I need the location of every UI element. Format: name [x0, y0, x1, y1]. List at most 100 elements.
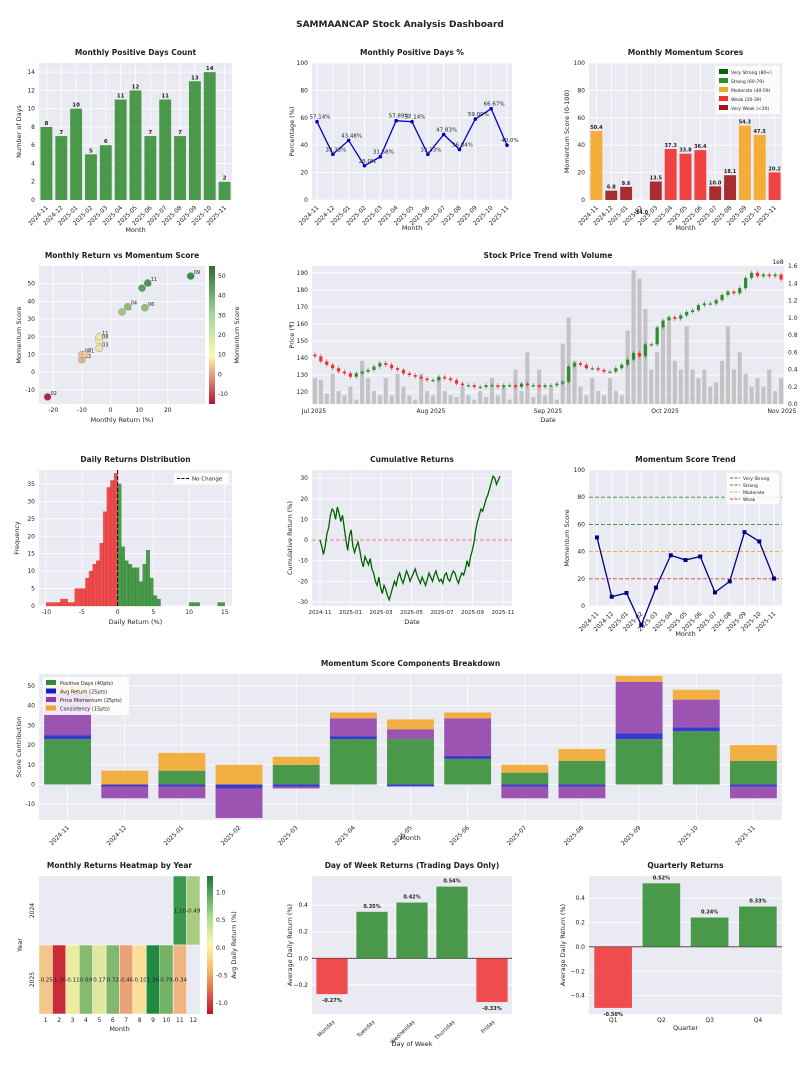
volume-bar — [407, 395, 412, 404]
x-tick-label: -10 — [41, 609, 51, 616]
stacked-segment — [158, 752, 206, 771]
legend-box — [43, 677, 129, 715]
x-tick-label: 10 — [135, 407, 143, 414]
volume-bar — [348, 386, 353, 404]
trend-marker — [668, 553, 673, 558]
volume-bar — [472, 399, 477, 404]
bar — [129, 90, 142, 200]
stacked-segment — [672, 731, 720, 785]
bar — [55, 136, 68, 200]
chart-title: Monthly Return vs Momentum Score — [45, 251, 199, 260]
bar — [594, 946, 632, 1008]
hist-bar-positive — [131, 567, 136, 607]
x-tick-label: 2025-11 — [734, 824, 757, 847]
scatter-point — [95, 344, 103, 352]
stacked-segment — [387, 719, 434, 730]
volume-bar — [531, 397, 536, 404]
x-tick-label: 2024-11 — [48, 824, 71, 847]
candle — [431, 380, 435, 382]
daily_dist-chart: Daily Returns Distribution 0 5 10 15 20 25 30 35… — [13, 455, 232, 626]
x-tick-label: 2 — [57, 1017, 61, 1024]
x-tick-label: Friday — [480, 1019, 497, 1036]
volume-bar — [684, 326, 689, 404]
x-tick-label: 2025-06 — [448, 824, 471, 847]
stacked-segment — [501, 764, 549, 773]
stacked-segment — [329, 712, 377, 719]
stacked-segment — [615, 739, 663, 785]
scatter-point — [138, 284, 146, 292]
stacked-segment — [215, 764, 263, 785]
point-label: 07 — [85, 348, 91, 354]
y2-tick-label: 1.2 — [788, 298, 798, 305]
x-axis-label: Month — [125, 226, 145, 234]
candle — [390, 364, 394, 369]
hist-bar-positive — [192, 602, 197, 607]
bar — [739, 906, 777, 947]
stacked-segment — [158, 784, 206, 787]
hist-bar-negative — [103, 511, 108, 607]
volume-bar — [548, 386, 554, 404]
y-tick-label: 35 — [27, 481, 35, 488]
candle — [502, 385, 506, 387]
data-label: 40.0% — [501, 138, 518, 144]
candle — [744, 277, 748, 289]
candle — [702, 303, 706, 306]
volume-bar — [360, 360, 365, 404]
y-tick-label: 10 — [27, 762, 35, 769]
data-label: 7 — [148, 130, 152, 136]
data-label: 25.0% — [359, 159, 376, 165]
candle — [631, 352, 636, 360]
cell-label: 0.72 — [107, 978, 119, 984]
y2-tick-label: 1.0 — [788, 315, 798, 322]
volume-bar — [737, 352, 742, 404]
hist-bar-positive — [196, 602, 200, 607]
x-tick-label: 2024-11 — [309, 610, 332, 616]
volume-bar — [761, 386, 766, 404]
components-chart: Momentum Score Components Breakdown -10 0 1… — [15, 659, 782, 847]
y-tick-label: 140 — [297, 355, 309, 362]
chart-title: Monthly Positive Days Count — [75, 48, 197, 57]
point — [457, 147, 462, 152]
y-tick-label: 5 — [31, 586, 35, 593]
heatmap-cell — [186, 875, 201, 946]
y-tick-label: -30 — [298, 599, 308, 606]
quarterly-chart: Quarterly Returns −0.4 −0.2 0.0 0.2 0.4 -0.50%… — [559, 861, 782, 1032]
candle — [626, 359, 630, 365]
candle — [661, 320, 665, 328]
data-label: -14.0 — [634, 210, 649, 216]
volume-bar — [590, 378, 595, 404]
colorbar-tick-label: -1.0 — [216, 1000, 228, 1007]
hist-bar-positive — [153, 595, 158, 607]
y-axis-label: Percentage (%) — [288, 107, 296, 157]
candle — [773, 274, 777, 277]
y-tick-label: 190 — [297, 270, 309, 277]
candle — [313, 354, 317, 357]
heatmap-cell — [172, 944, 187, 1015]
candle — [567, 366, 571, 382]
x-tick-label: Aug 2025 — [417, 408, 446, 415]
y-axis-label: Momentum Score (0-100) — [563, 90, 571, 173]
volume-bar — [430, 395, 436, 404]
volume-bar — [596, 391, 601, 404]
x-axis-label: Day of Week — [391, 1040, 432, 1048]
trend-marker — [595, 535, 599, 540]
candle — [325, 361, 329, 365]
x-axis-label: Month — [402, 224, 422, 232]
legend-swatch — [719, 105, 728, 110]
hist-bar-negative — [60, 598, 68, 607]
candle — [755, 272, 760, 277]
y-tick-label: 4 — [31, 160, 35, 167]
point — [426, 152, 430, 157]
data-label: 33.8 — [679, 148, 692, 154]
candle — [319, 356, 323, 362]
y-tick-label: 30 — [27, 722, 35, 729]
volume-bar — [672, 360, 677, 404]
point — [315, 119, 319, 124]
y-axis-label: Cumulative Return (%) — [286, 501, 294, 575]
bar — [99, 145, 112, 200]
y-axis-label: Average Daily Return (%) — [559, 904, 567, 986]
bar — [144, 136, 157, 200]
y-tick-label: 6 — [31, 142, 35, 149]
legend-label: Moderate — [743, 490, 765, 496]
point — [410, 119, 414, 124]
